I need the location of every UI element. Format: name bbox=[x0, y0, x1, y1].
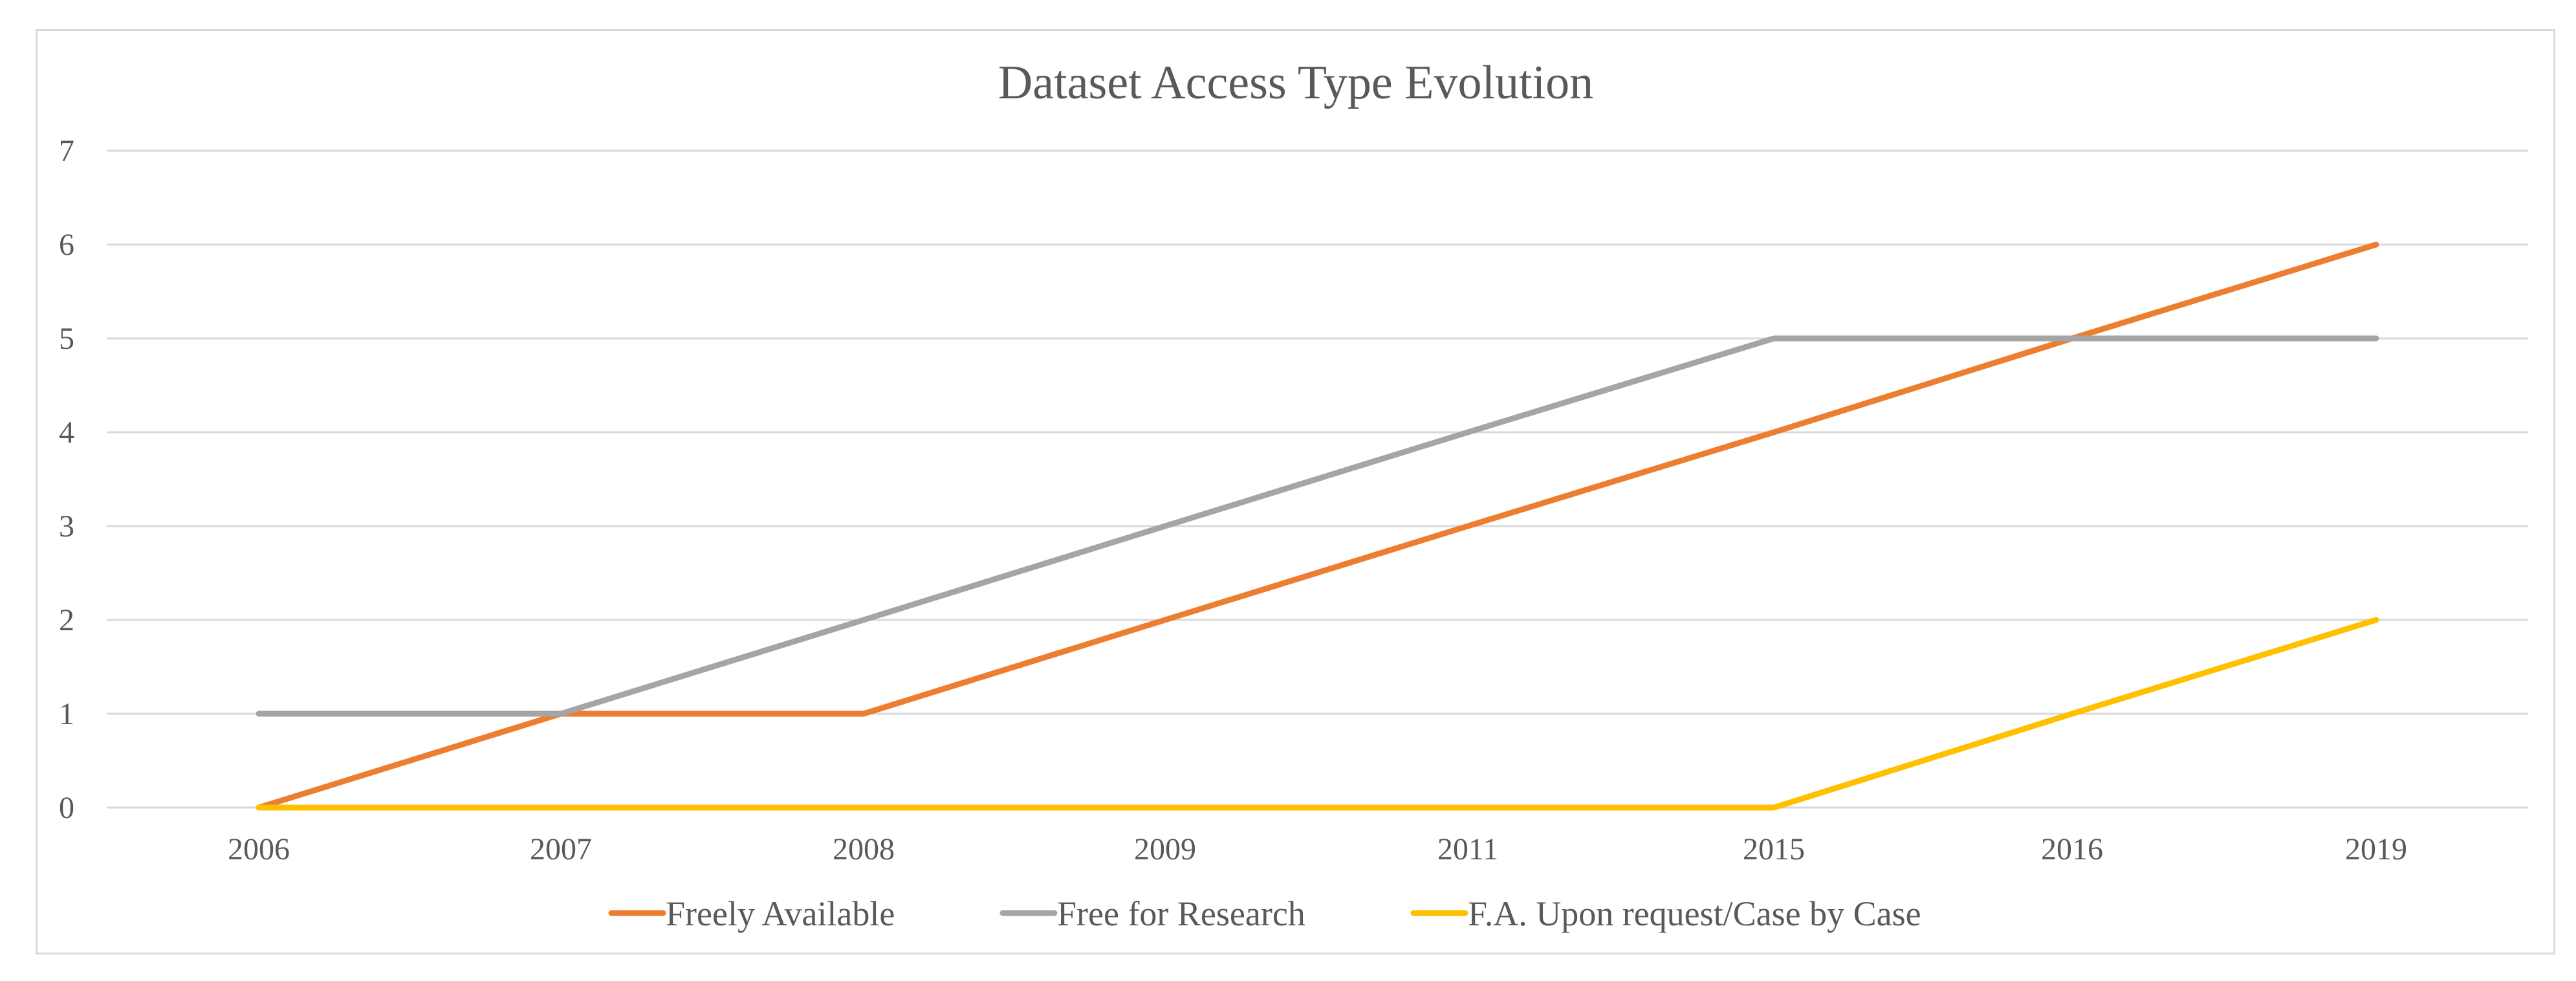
legend-label-f-a-upon-request-case-by-case: F.A. Upon request/Case by Case bbox=[1468, 894, 1921, 933]
x-tick-label: 2019 bbox=[2345, 832, 2407, 866]
x-axis-ticks: 2006 2007 2008 2009 2011 2015 2016 2019 bbox=[228, 832, 2407, 866]
y-tick-label: 1 bbox=[59, 697, 74, 731]
y-tick-label: 4 bbox=[59, 415, 74, 450]
legend-label-freely-available: Freely Available bbox=[666, 894, 895, 933]
y-tick-label: 3 bbox=[59, 509, 74, 544]
series-line-free-for-research bbox=[256, 335, 2379, 717]
legend: Freely Available Free for Research F.A. Up… bbox=[608, 894, 1921, 933]
x-tick-label: 2011 bbox=[1437, 832, 1498, 866]
y-tick-label: 2 bbox=[59, 603, 74, 637]
chart-frame bbox=[36, 29, 2555, 954]
y-tick-label: 6 bbox=[59, 228, 74, 262]
y-tick-label: 5 bbox=[59, 322, 74, 356]
x-tick-label: 2015 bbox=[1743, 832, 1805, 866]
x-tick-label: 2008 bbox=[833, 832, 895, 866]
series-line-f-a-upon-request-case-by-case bbox=[256, 617, 2379, 811]
y-tick-label: 0 bbox=[59, 791, 74, 825]
x-tick-label: 2016 bbox=[2041, 832, 2103, 866]
series-lines bbox=[256, 241, 2379, 811]
x-tick-label: 2009 bbox=[1134, 832, 1196, 866]
series-line-freely-available bbox=[256, 241, 2379, 811]
chart-title: Dataset Access Type Evolution bbox=[998, 56, 1593, 109]
y-axis-ticks: 0 1 2 3 4 5 6 7 bbox=[59, 134, 74, 825]
x-tick-label: 2006 bbox=[228, 832, 290, 866]
y-tick-label: 7 bbox=[59, 134, 74, 168]
x-tick-label: 2007 bbox=[530, 832, 592, 866]
legend-label-free-for-research: Free for Research bbox=[1057, 894, 1305, 933]
